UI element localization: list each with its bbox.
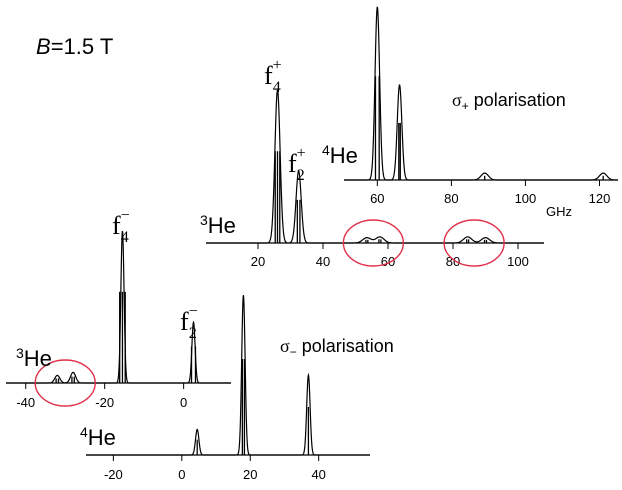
polarisation-label: σ+ polarisation: [452, 90, 566, 113]
x-tick-label: 60: [370, 191, 384, 206]
peak-label: f− 2: [180, 303, 198, 342]
highlight-circle: [34, 359, 96, 407]
x-tick-label: 40: [311, 467, 325, 482]
peak-label: f+ 4: [264, 57, 282, 96]
spectrum-line: [344, 6, 618, 181]
isotope-label: 3He: [16, 345, 52, 371]
isotope-label: 4He: [322, 142, 358, 168]
x-tick-label: 120: [589, 191, 611, 206]
x-tick-label: 40: [316, 254, 330, 269]
panel-sigma-minus-3he: -40 -20 0 3He f− 4 f− 2: [6, 207, 231, 410]
highlight-circle: [342, 219, 405, 267]
spectrum-line: [206, 88, 544, 244]
x-tick-label: 100: [515, 191, 537, 206]
highlight-circle: [443, 219, 505, 267]
spectrum-line: [6, 230, 231, 384]
spectrum-line: [86, 295, 370, 456]
field-value: =1.5 T: [51, 34, 114, 59]
x-tick-label: 20: [243, 467, 257, 482]
panel-sigma-minus-4he: -20 0 20 40 4He σ− polarisation: [80, 295, 394, 482]
x-tick-label: 80: [444, 191, 458, 206]
x-tick-label: -20: [104, 467, 123, 482]
x-tick-label: 0: [178, 467, 185, 482]
x-tick-label: 100: [507, 254, 529, 269]
peak-label: f− 4: [112, 207, 130, 246]
x-tick-label: 80: [446, 254, 460, 269]
field-title: B=1.5 T: [36, 34, 113, 59]
x-tick-label: 0: [180, 395, 187, 410]
x-tick-label: 20: [251, 254, 265, 269]
panel-sigma-plus-4he: 60 80 100 120 4He σ+ polarisation GHz: [322, 6, 618, 219]
panel-sigma-plus-3he: 20 40 60 80 100 3He f+ 4 f+ 2: [200, 57, 544, 269]
polarisation-label: σ− polarisation: [280, 336, 394, 359]
peak-label: f+ 2: [288, 145, 306, 184]
isotope-label: 4He: [80, 424, 116, 450]
field-symbol: B: [36, 34, 51, 59]
x-tick-label: -20: [95, 395, 114, 410]
x-axis-unit-label: GHz: [546, 204, 572, 219]
isotope-label: 3He: [200, 212, 236, 238]
x-tick-label: -40: [16, 395, 35, 410]
x-tick-label: 60: [381, 254, 395, 269]
